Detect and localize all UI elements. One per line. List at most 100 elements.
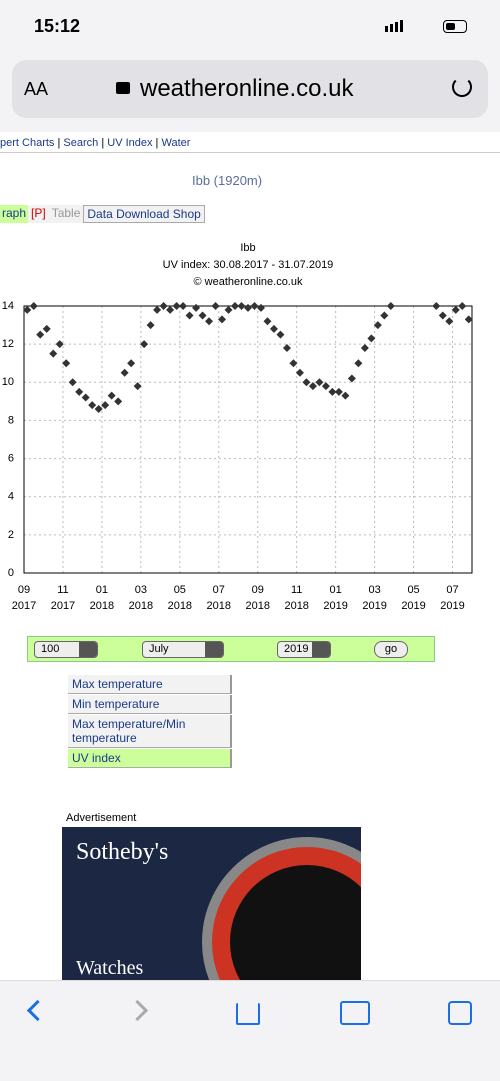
data-point: [120, 368, 129, 377]
data-point: [49, 349, 58, 358]
x-tick-label: 11: [57, 584, 68, 596]
bookmarks-button[interactable]: [340, 1001, 370, 1025]
x-tick-label: 07: [213, 584, 225, 596]
tab-table[interactable]: Table: [48, 205, 84, 223]
nav-link[interactable]: Search: [63, 137, 99, 149]
x-tick-year: 2018: [168, 600, 192, 612]
chart-title: Ibb: [240, 242, 255, 254]
nav-link[interactable]: pert Charts: [0, 137, 55, 149]
tab-p[interactable]: [P]: [28, 205, 49, 223]
data-point: [373, 321, 382, 330]
tab-shop[interactable]: Data Download Shop: [83, 205, 205, 223]
y-tick-label: 0: [8, 567, 14, 579]
menu-item[interactable]: UV index: [68, 749, 232, 768]
data-point: [432, 302, 441, 310]
data-point: [179, 302, 188, 310]
chart-credit: © weatheronline.co.uk: [193, 276, 303, 288]
data-point: [23, 305, 32, 314]
data-point: [237, 302, 246, 310]
data-point: [75, 387, 84, 396]
tabs: raph [P] Table Data Download Shop: [0, 205, 205, 223]
controls: 100 July 2019 go: [27, 636, 435, 662]
x-tick-year: 2019: [323, 600, 347, 612]
x-tick-label: 11: [291, 584, 302, 596]
reload-button[interactable]: [452, 77, 472, 97]
data-point: [445, 317, 454, 326]
x-tick-year: 2018: [90, 600, 114, 612]
x-tick-year: 2018: [284, 600, 308, 612]
data-point: [347, 374, 356, 383]
data-point: [36, 330, 45, 339]
data-point: [231, 302, 240, 310]
year-select[interactable]: 2019: [277, 641, 331, 658]
nav-link[interactable]: Water: [161, 137, 191, 149]
data-point: [289, 359, 298, 368]
text-size-button[interactable]: AA: [24, 79, 49, 99]
data-point: [146, 321, 155, 330]
data-point: [321, 382, 330, 391]
menu-item[interactable]: Max temperature/Min temperature: [68, 715, 232, 748]
ad-caption: Watches: [76, 957, 144, 979]
data-point: [341, 391, 350, 400]
x-tick-year: 2019: [401, 600, 425, 612]
data-point: [133, 382, 142, 391]
data-point: [172, 302, 181, 310]
data-point: [81, 393, 90, 402]
data-point: [360, 343, 369, 352]
x-tick-label: 07: [446, 584, 458, 596]
data-point: [438, 311, 447, 320]
browser-chrome: 15:12 AA weatheronline.co.uk: [0, 0, 500, 132]
data-point: [244, 303, 252, 312]
clock: 15:12: [34, 16, 81, 36]
data-point: [153, 305, 162, 314]
y-tick-label: 14: [2, 300, 14, 312]
x-tick-year: 2017: [12, 600, 36, 612]
data-point: [88, 401, 97, 410]
data-point: [386, 302, 395, 310]
go-button[interactable]: go: [374, 641, 408, 658]
x-tick-label: 09: [252, 584, 264, 596]
share-button[interactable]: [236, 1003, 260, 1025]
data-point: [166, 305, 175, 314]
menu-item[interactable]: Max temperature: [68, 675, 232, 694]
data-point: [256, 303, 265, 312]
y-tick-label: 4: [8, 491, 14, 503]
data-point: [367, 334, 376, 343]
data-point: [334, 387, 343, 396]
forward-button[interactable]: [126, 999, 149, 1022]
plot-frame: [23, 305, 473, 574]
watch: [202, 837, 361, 980]
data-point: [101, 401, 110, 410]
menu-item[interactable]: Min temperature: [68, 695, 232, 714]
data-point: [315, 378, 324, 387]
ad-image[interactable]: Sotheby's Watches: [62, 827, 361, 980]
data-point: [114, 397, 123, 406]
back-button[interactable]: [26, 999, 49, 1022]
url[interactable]: weatheronline.co.uk: [140, 75, 354, 102]
x-tick-label: 09: [18, 584, 30, 596]
data-point: [127, 359, 136, 368]
x-tick-label: 01: [330, 584, 342, 596]
data-point: [464, 315, 473, 324]
tab-graph[interactable]: raph: [0, 205, 29, 223]
lock-icon: [116, 82, 130, 94]
y-tick-label: 6: [8, 452, 14, 464]
y-tick-label: 2: [8, 529, 14, 541]
data-point: [458, 302, 467, 310]
x-tick-label: 03: [368, 584, 380, 596]
x-tick-label: 03: [135, 584, 147, 596]
chart-subtitle: UV index: 30.08.2017 - 31.07.2019: [163, 259, 334, 271]
x-tick-label: 05: [407, 584, 419, 596]
tabs-button[interactable]: [448, 1001, 472, 1025]
x-tick-year: 2018: [129, 600, 153, 612]
data-point: [211, 302, 220, 310]
data-point: [42, 324, 51, 333]
data-point: [380, 311, 389, 320]
url-bar[interactable]: AA weatheronline.co.uk: [12, 60, 488, 118]
data-point: [159, 302, 168, 310]
month-select[interactable]: July: [142, 641, 224, 658]
nav-link[interactable]: UV Index: [107, 137, 153, 149]
data-point: [354, 359, 363, 368]
count-select[interactable]: 100: [34, 641, 98, 658]
